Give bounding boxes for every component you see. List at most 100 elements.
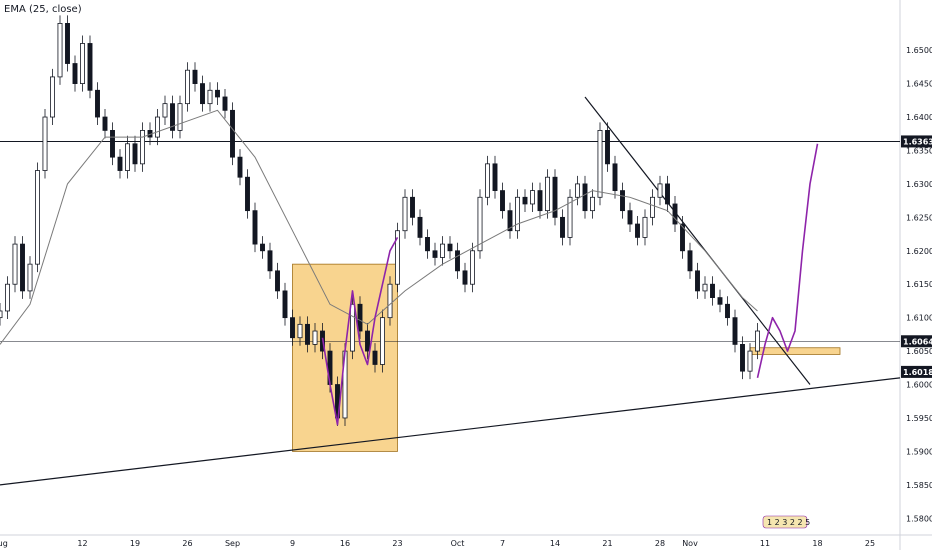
candle-body (87, 43, 93, 91)
candle-body (635, 223, 640, 238)
candle-body (620, 190, 625, 212)
candle-body (297, 323, 303, 339)
candle-body (417, 216, 423, 238)
candle-body (387, 283, 393, 319)
candle-body (740, 344, 745, 372)
candle-body (687, 250, 693, 272)
y-tick-label: 1.63500 (906, 146, 932, 155)
x-tick-label: 11 (760, 539, 770, 548)
y-tick-label: 1.64000 (906, 113, 932, 122)
y-tick-label: 1.61500 (906, 280, 932, 289)
candle-body (747, 350, 753, 372)
ema-line (0, 109, 758, 345)
y-tick-label: 1.61000 (906, 314, 932, 323)
candle-body (395, 230, 400, 285)
x-tick-label: 25 (865, 539, 875, 548)
x-tick-label: 16 (340, 539, 350, 548)
candle-body (0, 310, 3, 319)
candle-body (192, 69, 198, 84)
y-tick-label: 1.60000 (906, 381, 932, 390)
price-tag (901, 365, 932, 378)
candle-body (665, 183, 670, 205)
x-tick-label: 26 (182, 539, 192, 548)
candle-body (140, 130, 145, 165)
candle-body (65, 23, 70, 64)
y-tick-label: 1.62000 (906, 247, 932, 256)
candle-body (500, 190, 505, 212)
candle-body (560, 216, 565, 238)
x-tick-label: 21 (602, 539, 612, 548)
candle-body (455, 250, 460, 272)
candle-body (657, 183, 663, 198)
candle-body (522, 196, 528, 205)
candle-body (372, 350, 378, 365)
candle-body (477, 196, 483, 252)
candle-body (177, 103, 183, 131)
candle-body (507, 210, 513, 232)
candle-body (200, 83, 205, 105)
candle-body (552, 176, 558, 218)
candle-body (275, 270, 280, 292)
candle-body (290, 317, 295, 339)
candle-body (537, 190, 543, 212)
x-tick-label: 7 (500, 539, 505, 548)
x-tick-label: 18 (812, 539, 822, 548)
descending-resistance (584, 96, 811, 385)
candle-body (717, 297, 723, 305)
candle-body (492, 163, 498, 191)
candle-body (732, 317, 738, 345)
candle-body (155, 116, 160, 138)
candle-body (80, 43, 85, 84)
candle-body (207, 89, 213, 105)
candle-body (575, 183, 580, 198)
candle-body (170, 103, 175, 131)
candle-body (215, 89, 220, 98)
candle-body (515, 196, 520, 232)
x-tick-label: 28 (655, 539, 665, 548)
candle-body (245, 176, 250, 212)
candle-body (5, 283, 10, 312)
candle-body (627, 210, 633, 225)
candle-body (402, 196, 408, 232)
x-tick-label: Sep (225, 539, 240, 548)
x-tick-label: Aug (0, 539, 8, 548)
price-tag-label: 1.60189 (903, 368, 932, 377)
candle-body (230, 109, 235, 158)
candle-body (350, 303, 355, 352)
candle-body (35, 170, 40, 265)
candle-body (447, 243, 453, 252)
candle-body (612, 163, 618, 191)
candle-body (312, 330, 318, 345)
candle-body (582, 183, 588, 212)
candle-body (72, 63, 78, 84)
candle-body (102, 116, 108, 131)
y-tick-label: 1.58000 (906, 514, 932, 523)
y-tick-label: 1.64500 (906, 80, 932, 89)
candle-body (755, 330, 760, 352)
candle-body (650, 196, 655, 218)
footer-badge (762, 515, 808, 529)
candle-body (680, 223, 685, 252)
candle-body (530, 190, 535, 205)
candle-body (425, 237, 430, 252)
y-tick-label: 1.63000 (906, 180, 932, 189)
indicator-label: EMA (25, close) (4, 4, 82, 15)
candle-body (365, 330, 370, 352)
x-tick-label: 9 (290, 539, 295, 548)
candle-body (162, 103, 168, 118)
candle-body (567, 196, 573, 238)
candle-body (725, 303, 730, 319)
x-tick-label: 19 (130, 539, 140, 548)
candle-body (125, 143, 130, 171)
candle-body (27, 263, 33, 292)
candle-body (42, 116, 48, 171)
y-tick-label: 1.58500 (906, 481, 932, 490)
footer-badge-label: 1 2 3 2 2 5 (767, 518, 810, 527)
candle-body (672, 203, 678, 225)
y-tick-label: 1.59000 (906, 447, 932, 456)
candle-body (605, 130, 610, 165)
candle-body (597, 130, 603, 198)
price-tag (901, 135, 932, 148)
